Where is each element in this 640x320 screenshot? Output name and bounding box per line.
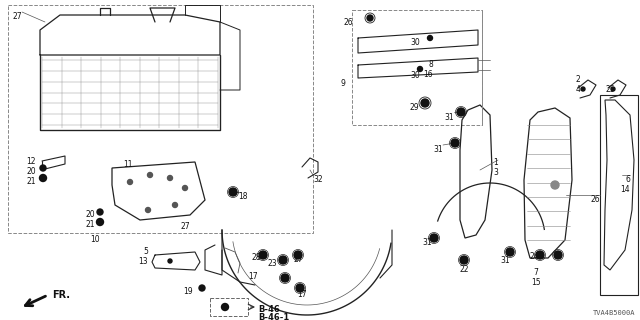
Text: 30: 30 [410,71,420,80]
Circle shape [173,203,177,207]
Text: 20: 20 [26,167,36,176]
Circle shape [554,251,562,259]
Circle shape [40,165,46,171]
Text: 26: 26 [590,195,600,204]
Circle shape [182,186,188,190]
Circle shape [367,15,373,21]
Text: 29: 29 [410,103,420,112]
Circle shape [460,256,468,264]
Text: 3: 3 [493,168,498,177]
Circle shape [536,251,544,259]
Text: 16: 16 [424,70,433,79]
Circle shape [294,251,302,259]
Text: 21: 21 [86,220,95,229]
Circle shape [147,172,152,178]
Bar [8,5,313,233]
Circle shape [168,259,172,263]
Bar [210,298,248,316]
Text: 11: 11 [124,160,132,169]
Text: 31: 31 [422,238,432,247]
Circle shape [281,274,289,282]
Circle shape [279,256,287,264]
Text: 15: 15 [531,278,541,287]
Circle shape [611,87,615,91]
Text: 2: 2 [575,75,580,84]
Text: 1: 1 [493,158,498,167]
Text: TVA4B5000A: TVA4B5000A [593,310,635,316]
Text: 31: 31 [433,145,443,154]
Circle shape [551,181,559,189]
Text: 10: 10 [90,235,100,244]
Circle shape [451,139,459,147]
Circle shape [229,188,237,196]
Text: 8: 8 [428,60,433,69]
Text: 31: 31 [444,113,454,122]
Text: 20: 20 [85,210,95,219]
Text: 28: 28 [252,253,260,262]
Circle shape [417,67,422,71]
Text: 6: 6 [625,175,630,184]
Circle shape [127,180,132,185]
Bar [600,95,638,295]
Text: B-46: B-46 [258,305,280,314]
Text: 18: 18 [238,192,248,201]
Circle shape [97,219,104,226]
Circle shape [421,99,429,107]
Text: 30: 30 [410,38,420,47]
Circle shape [145,207,150,212]
Text: 14: 14 [620,185,630,194]
Text: 7: 7 [534,268,538,277]
Circle shape [168,175,173,180]
Text: 32: 32 [313,175,323,184]
Text: FR.: FR. [52,290,70,300]
Circle shape [428,36,433,41]
Text: 27: 27 [12,12,22,21]
Circle shape [40,174,47,181]
Circle shape [97,209,103,215]
Text: 27: 27 [293,255,303,264]
Text: 25: 25 [605,85,614,94]
Text: 22: 22 [460,265,468,274]
Circle shape [430,234,438,242]
Text: 26: 26 [344,18,353,27]
Text: 24: 24 [529,252,539,261]
Circle shape [259,251,267,259]
Circle shape [221,303,228,310]
Text: 4: 4 [575,85,580,94]
Bar [352,10,482,125]
Circle shape [457,108,465,116]
Text: 13: 13 [138,257,148,266]
Text: 23: 23 [267,259,277,268]
Text: 17: 17 [297,290,307,299]
Text: 31: 31 [500,256,510,265]
Circle shape [506,248,514,256]
Circle shape [199,285,205,291]
Text: 19: 19 [184,287,193,296]
Text: 17: 17 [248,272,258,281]
Circle shape [296,284,304,292]
Circle shape [581,87,585,91]
Text: 21: 21 [26,177,36,186]
Text: 12: 12 [26,157,36,166]
Text: 9: 9 [340,79,345,88]
Text: 27: 27 [180,222,190,231]
Text: 5: 5 [143,247,148,256]
Text: B-46-1: B-46-1 [258,313,289,320]
